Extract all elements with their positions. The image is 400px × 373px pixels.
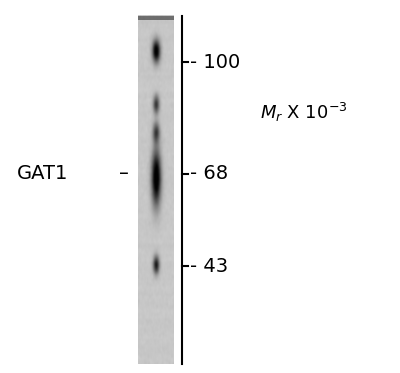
Text: - 43: - 43 (190, 257, 228, 276)
Text: –: – (118, 164, 128, 183)
Text: - 68: - 68 (190, 164, 228, 183)
Text: GAT1: GAT1 (17, 164, 69, 183)
Text: - 100: - 100 (190, 53, 240, 72)
Text: $\mathit{M_r}$ X 10$^{-3}$: $\mathit{M_r}$ X 10$^{-3}$ (260, 101, 347, 124)
